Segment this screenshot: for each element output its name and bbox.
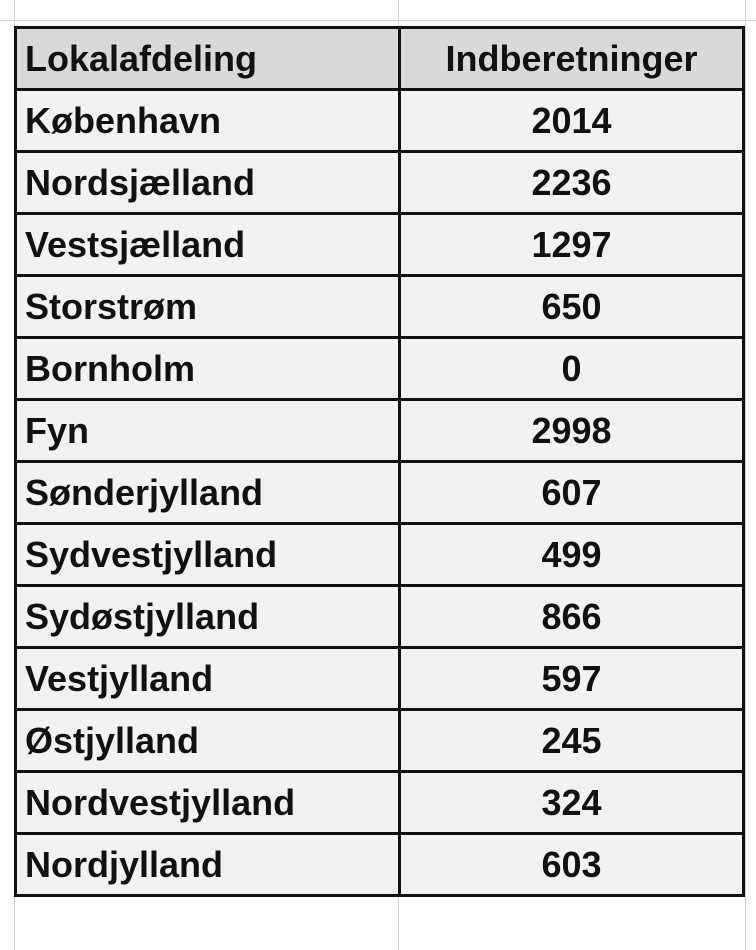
grid-line	[0, 20, 756, 21]
header-cell[interactable]: Lokalafdeling	[14, 26, 401, 91]
name-cell[interactable]: Storstrøm	[14, 274, 401, 339]
name-cell[interactable]: Nordjylland	[14, 832, 401, 897]
name-cell[interactable]: Bornholm	[14, 336, 401, 401]
count-cell[interactable]: 866	[398, 584, 745, 649]
name-cell[interactable]: Nordsjælland	[14, 150, 401, 215]
name-cell[interactable]: Fyn	[14, 398, 401, 463]
name-cell[interactable]: Nordvestjylland	[14, 770, 401, 835]
count-cell[interactable]: 245	[398, 708, 745, 773]
data-row: Vestsjælland 1297	[14, 212, 745, 277]
name-cell[interactable]: Vestjylland	[14, 646, 401, 711]
count-cell[interactable]: 1297	[398, 212, 745, 277]
name-cell[interactable]: Sydøstjylland	[14, 584, 401, 649]
count-cell[interactable]: 650	[398, 274, 745, 339]
name-cell[interactable]: Sydvestjylland	[14, 522, 401, 587]
count-cell[interactable]: 499	[398, 522, 745, 587]
data-row: Nordvestjylland 324	[14, 770, 745, 835]
count-cell[interactable]: 2014	[398, 88, 745, 153]
data-row: Sønderjylland 607	[14, 460, 745, 525]
count-cell[interactable]: 597	[398, 646, 745, 711]
data-row: Fyn 2998	[14, 398, 745, 463]
count-cell[interactable]: 324	[398, 770, 745, 835]
data-row: Nordsjælland 2236	[14, 150, 745, 215]
header-row: Lokalafdeling Indberetninger	[14, 26, 745, 91]
data-row: København 2014	[14, 88, 745, 153]
name-cell[interactable]: Østjylland	[14, 708, 401, 773]
data-row: Sydøstjylland 866	[14, 584, 745, 649]
data-row: Vestjylland 597	[14, 646, 745, 711]
count-cell[interactable]: 2236	[398, 150, 745, 215]
count-cell[interactable]: 0	[398, 336, 745, 401]
data-row: Nordjylland 603	[14, 832, 745, 897]
count-cell[interactable]: 607	[398, 460, 745, 525]
header-cell[interactable]: Indberetninger	[398, 26, 745, 91]
count-cell[interactable]: 2998	[398, 398, 745, 463]
data-row: Bornholm 0	[14, 336, 745, 401]
data-row: Østjylland 245	[14, 708, 745, 773]
name-cell[interactable]: Sønderjylland	[14, 460, 401, 525]
count-cell[interactable]: 603	[398, 832, 745, 897]
data-row: Storstrøm 650	[14, 274, 745, 339]
data-row: Sydvestjylland 499	[14, 522, 745, 587]
grid-line	[745, 0, 746, 950]
name-cell[interactable]: Vestsjælland	[14, 212, 401, 277]
name-cell[interactable]: København	[14, 88, 401, 153]
table-body: Lokalafdeling Indberetninger København 2014…	[14, 26, 745, 897]
grid-line	[14, 0, 15, 950]
data-table: Lokalafdeling Indberetninger København 2014…	[14, 26, 745, 897]
